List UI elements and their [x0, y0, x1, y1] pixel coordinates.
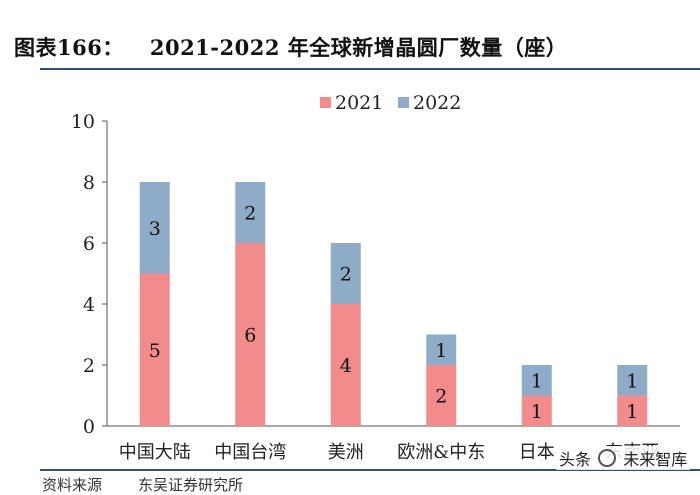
- bar-segment-2022: [139, 182, 170, 274]
- bar-segment-2021: [235, 243, 266, 426]
- data-label: 2: [340, 264, 352, 286]
- bar-segment-2022: [235, 182, 266, 243]
- bar-segment-2022: [426, 334, 457, 365]
- y-tick-label: 0: [83, 416, 95, 438]
- legend-swatch: [398, 97, 409, 108]
- bar-segment-2022: [330, 243, 361, 304]
- at-icon: [598, 449, 617, 467]
- watermark-prefix: 头条: [559, 450, 592, 469]
- bar-segment-2021: [617, 395, 648, 426]
- data-label: 1: [531, 401, 543, 423]
- legend-label: 2021: [335, 92, 383, 114]
- data-label: 1: [626, 370, 638, 392]
- data-label: 2: [435, 386, 447, 408]
- legend-label: 2022: [413, 92, 461, 114]
- data-label: 3: [149, 218, 161, 240]
- source-label: 资料来源: [42, 476, 103, 494]
- figure-title: 2021-2022 年全球新增晶圆厂数量（座）: [149, 35, 568, 60]
- y-tick-label: 8: [83, 172, 95, 194]
- x-tick-label: 日本: [519, 442, 555, 463]
- data-label: 4: [340, 355, 352, 377]
- x-tick-label: 欧洲&中东: [397, 442, 485, 463]
- legend-swatch: [320, 97, 331, 108]
- x-tick-label: 中国台湾: [214, 442, 286, 463]
- bar-segment-2022: [521, 365, 552, 396]
- watermark-name: 未来智库: [623, 450, 688, 469]
- data-label: 1: [531, 370, 543, 392]
- source-text: 东吴证券研究所: [138, 476, 244, 494]
- bar-segment-2021: [139, 273, 170, 426]
- y-tick-label: 2: [83, 355, 95, 377]
- x-tick-label: 中国大陆: [119, 442, 191, 463]
- bar-segment-2021: [521, 395, 552, 426]
- top-rule: [40, 68, 700, 70]
- data-label: 2: [244, 203, 256, 225]
- bar-segment-2021: [330, 304, 361, 426]
- x-tick-label: 美洲: [328, 442, 364, 463]
- bottom-rule: [40, 469, 700, 471]
- y-tick-label: 10: [71, 111, 95, 133]
- bar-segment-2022: [617, 365, 648, 396]
- data-label: 6: [244, 325, 256, 347]
- figure-number: 图表166：: [14, 35, 124, 60]
- data-label: 5: [149, 340, 161, 362]
- source-note: 资料来源 东吴证券研究所: [42, 474, 279, 495]
- watermark: 头条 未来智库: [556, 446, 691, 470]
- bar-segment-2021: [426, 365, 457, 426]
- chart-title: 图表166： 2021-2022 年全球新增晶圆厂数量（座）: [14, 32, 567, 62]
- data-label: 1: [435, 340, 447, 362]
- stacked-bar-chart: 024681053中国大陆62中国台湾42美洲21欧洲&中东11日本11东南亚2…: [71, 92, 680, 463]
- y-tick-label: 6: [83, 233, 95, 255]
- y-tick-label: 4: [83, 294, 95, 316]
- data-label: 1: [626, 401, 638, 423]
